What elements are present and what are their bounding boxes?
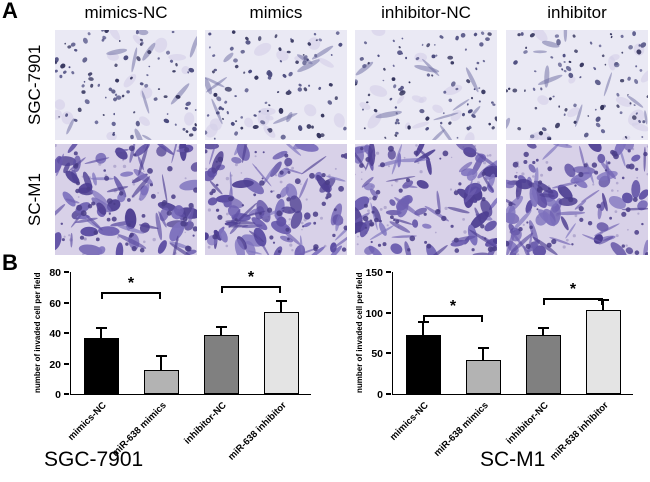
y-tick-label: 80 — [49, 267, 61, 279]
bar — [405, 335, 441, 394]
chart-title: SC-M1 — [480, 448, 546, 471]
significance-asterisk: * — [569, 281, 577, 299]
error-bar — [602, 299, 604, 312]
column-header-inhibitor-nc: inhibitor-NC — [381, 3, 471, 22]
y-axis-tick — [64, 271, 69, 273]
micrograph-scm1-inhibitor — [500, 136, 650, 263]
significance-bracket — [101, 291, 161, 299]
micrograph-sgc7901-mimics — [203, 30, 347, 140]
plot-area: 0 20 40 60 80 mimics-NC miR-638 mimics inhibito… — [49, 267, 311, 463]
micrograph-image — [203, 30, 347, 140]
column-header-inhibitor: inhibitor — [547, 3, 607, 22]
y-tick-label: 0 — [55, 389, 61, 401]
significance-bracket — [423, 315, 483, 323]
micrograph-image — [47, 132, 204, 264]
y-tick-label: 150 — [365, 267, 383, 279]
error-bar-cap — [537, 327, 549, 330]
micrograph-image — [201, 135, 357, 261]
y-tick-label: 50 — [371, 348, 383, 361]
micrograph-sgc7901-mimics-nc — [51, 26, 199, 146]
plot-area: 0 50 100 150 mimics-NC miR-638 mimics inhibito… — [365, 267, 633, 463]
x-category-label: miR-638 inhibitor — [548, 400, 611, 463]
y-axis-label: number of invaded cell per field — [355, 272, 364, 394]
column-header-mimics: mimics — [249, 3, 303, 22]
row-label-scm1: SC-M1 — [25, 173, 44, 226]
error-bar-cap — [275, 299, 287, 302]
micrograph-sgc7901-inhibitor — [503, 22, 650, 145]
error-bar — [422, 322, 424, 337]
error-bar-cap — [155, 354, 167, 357]
significance-asterisk: * — [247, 268, 255, 286]
micrograph-image — [500, 136, 650, 263]
x-category-label: inhibitor-NC — [182, 400, 229, 447]
y-axis-tick — [64, 393, 69, 395]
error-bar-cap — [95, 327, 107, 330]
error-bar-cap — [477, 347, 489, 350]
panel-b-label: B — [2, 250, 18, 275]
row-label-sgc7901: SGC-7901 — [25, 44, 44, 126]
significance-asterisk: * — [127, 274, 135, 292]
bar — [525, 335, 561, 394]
column-header-mimics-nc: mimics-NC — [84, 3, 168, 22]
chart-title: SGC-7901 — [44, 448, 144, 471]
y-tick-label: 40 — [49, 328, 61, 340]
significance-bracket — [221, 285, 281, 293]
micrograph-scm1-inhibitor-nc — [344, 138, 505, 264]
bar — [263, 311, 299, 394]
x-category-label: miR-638 inhibitor — [226, 400, 289, 463]
micrograph-image — [503, 22, 650, 145]
panel-a-label: A — [2, 0, 18, 23]
y-axis-tick — [386, 311, 391, 314]
error-bar — [100, 328, 102, 339]
y-axis-tick — [64, 332, 69, 334]
y-axis-tick — [64, 301, 69, 304]
error-bar — [280, 300, 282, 313]
error-bar-cap — [597, 298, 609, 301]
y-axis-tick — [386, 352, 391, 355]
micrograph-scm1-mimics — [201, 135, 357, 261]
micrograph-image — [344, 138, 505, 264]
error-bar — [160, 355, 162, 371]
bar — [465, 359, 501, 394]
bar — [83, 337, 119, 394]
bar — [585, 310, 621, 394]
y-axis-tick — [64, 362, 69, 365]
micrograph-scm1-mimics-nc — [47, 132, 204, 264]
significance-bracket — [543, 298, 603, 306]
significance-asterisk: * — [449, 298, 457, 316]
bar-chart-sgc7901: number of invaded cell per field 0 20 40 60… — [30, 258, 340, 482]
x-category-label: mimics-NC — [387, 400, 431, 443]
error-bar-cap — [215, 325, 227, 328]
micrograph-sgc7901-inhibitor-nc — [353, 25, 499, 147]
y-tick-label: 100 — [365, 307, 383, 320]
micrograph-image — [353, 25, 499, 147]
y-tick-label: 60 — [49, 297, 61, 310]
bar — [203, 334, 239, 394]
y-tick-label: 20 — [49, 358, 61, 371]
y-axis-tick — [386, 393, 391, 395]
y-axis-tick — [386, 271, 391, 273]
bar-chart-scm1: number of invaded cell per field 0 50 100 1… — [352, 258, 650, 482]
error-bar-cap — [417, 321, 429, 324]
error-bar — [220, 326, 222, 336]
error-bar — [542, 328, 544, 337]
y-tick-label: 0 — [377, 389, 383, 401]
bar — [143, 369, 179, 394]
micrograph-image — [51, 26, 199, 146]
error-bar — [482, 348, 484, 361]
